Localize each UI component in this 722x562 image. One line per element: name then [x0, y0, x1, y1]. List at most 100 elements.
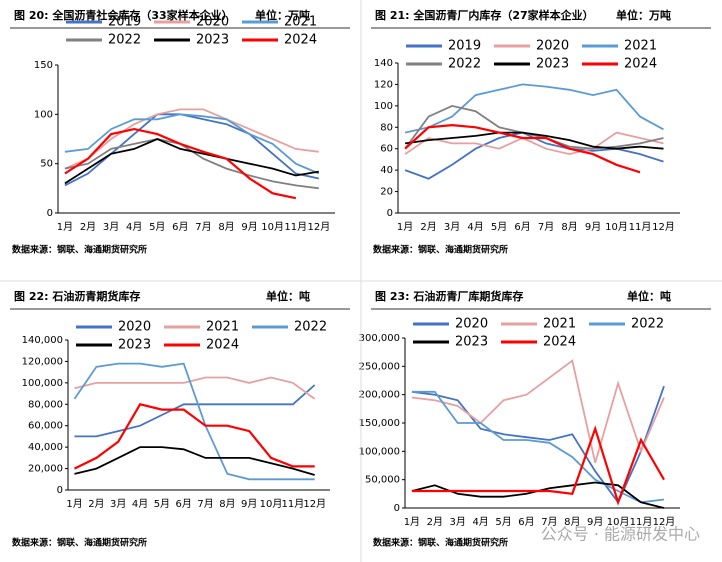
y-tick-label: 150,000	[359, 418, 400, 429]
y-tick-label: 100	[34, 109, 53, 120]
series-line	[74, 376, 316, 400]
y-tick-label: 100,000	[22, 378, 63, 389]
x-tick-label: 5月	[154, 498, 170, 510]
series-line	[73, 362, 315, 481]
y-tick-label: 250,000	[359, 361, 400, 372]
legend-label: 2020	[455, 317, 488, 332]
series-line	[411, 359, 665, 463]
series-line	[404, 131, 664, 156]
chart-title: 图 20: 全国沥青社会库存（33家样本企业）	[14, 8, 233, 22]
legend-label: 2020	[196, 15, 229, 30]
legend-label: 2024	[624, 57, 657, 72]
x-tick-label: 7月	[195, 221, 211, 233]
y-tick-label: 200,000	[359, 390, 400, 401]
legend-label: 2022	[448, 57, 481, 72]
series-line	[74, 403, 315, 470]
x-tick-label: 3月	[450, 516, 466, 528]
series-line	[404, 131, 664, 150]
series-line	[404, 104, 664, 150]
y-tick-label: 100	[374, 101, 393, 112]
legend-label: 2022	[631, 317, 664, 332]
x-tick-label: 10月	[605, 221, 628, 233]
x-tick-label: 5月	[149, 221, 165, 233]
legend-label: 2023	[536, 57, 569, 72]
x-tick-label: 1月	[404, 516, 420, 528]
y-tick-label: 80	[380, 122, 393, 133]
y-tick-label: 50,000	[365, 475, 400, 486]
x-tick-label: 7月	[541, 516, 557, 528]
legend-label: 2021	[543, 317, 576, 332]
x-tick-label: 10月	[260, 498, 283, 510]
series-line	[64, 127, 297, 200]
x-tick-label: 1月	[66, 498, 82, 510]
unit-label: 单位：吨	[266, 289, 310, 303]
watermark: 公众号 · 能源研发中心	[541, 525, 700, 544]
source-note: 数据来源：钢联、海通期货研究所	[373, 537, 508, 549]
x-tick-label: 3月	[444, 221, 460, 233]
y-tick-label: 80,000	[28, 399, 63, 410]
x-tick-label: 1月	[57, 221, 73, 233]
x-tick-label: 9月	[241, 498, 257, 510]
series-line	[64, 138, 319, 185]
x-tick-label: 8月	[564, 516, 580, 528]
x-tick-label: 1月	[397, 221, 413, 233]
unit-label: 单位：万吨	[616, 8, 671, 22]
y-tick-label: 60	[380, 144, 393, 155]
x-tick-label: 5月	[495, 516, 511, 528]
legend-label: 2023	[196, 33, 229, 48]
chart-title: 图 23: 石油沥青厂库期货库存	[375, 289, 523, 303]
x-tick-label: 6月	[176, 498, 192, 510]
y-tick-label: 120,000	[22, 356, 63, 367]
x-tick-label: 2月	[88, 498, 104, 510]
x-tick-label: 11月	[282, 498, 305, 510]
y-tick-label: 0	[47, 208, 53, 219]
source-note: 数据来源：钢联、海通期货研究所	[12, 537, 147, 549]
x-tick-label: 9月	[241, 221, 257, 233]
x-tick-label: 11月	[629, 221, 652, 233]
x-tick-label: 12月	[653, 516, 676, 528]
y-tick-label: 0	[387, 208, 393, 219]
y-tick-label: 140,000	[22, 335, 63, 346]
x-tick-label: 8月	[219, 498, 235, 510]
legend-label: 2021	[624, 39, 657, 54]
x-tick-label: 2月	[427, 516, 443, 528]
y-tick-label: 120	[374, 79, 393, 90]
series-line	[411, 425, 665, 506]
y-tick-label: 60,000	[28, 421, 63, 432]
legend-label: 2020	[536, 39, 569, 54]
series-line	[64, 113, 320, 175]
y-tick-label: 300,000	[359, 333, 400, 344]
legend-label: 2024	[543, 335, 576, 350]
legend-label: 2020	[118, 320, 151, 335]
legend-label: 2024	[284, 33, 317, 48]
x-tick-label: 2月	[420, 221, 436, 233]
series-line	[74, 446, 315, 476]
y-tick-label: 20,000	[28, 464, 63, 475]
y-tick-label: 20	[380, 187, 393, 198]
legend-label: 2024	[206, 338, 239, 353]
series-line	[64, 108, 319, 170]
y-tick-label: 100,000	[359, 446, 400, 457]
x-tick-label: 8月	[218, 221, 234, 233]
legend-label: 2022	[294, 320, 327, 335]
x-tick-label: 4月	[132, 498, 148, 510]
source-note: 数据来源：钢联、海通期货研究所	[373, 244, 508, 256]
x-tick-label: 7月	[197, 498, 213, 510]
x-tick-label: 12月	[652, 221, 675, 233]
y-tick-label: 0	[57, 485, 63, 496]
legend-label: 2022	[108, 33, 141, 48]
unit-label: 单位：万吨	[255, 8, 310, 22]
x-tick-label: 11月	[284, 221, 307, 233]
x-tick-label: 6月	[172, 221, 188, 233]
x-tick-label: 3月	[110, 498, 126, 510]
legend-label: 2021	[284, 15, 317, 30]
source-note: 数据来源：钢联、海通期货研究所	[12, 244, 147, 256]
x-tick-label: 9月	[585, 221, 601, 233]
y-tick-label: 40,000	[28, 442, 63, 453]
legend-label: 2019	[448, 39, 481, 54]
series-line	[404, 123, 641, 174]
series-line	[404, 83, 664, 134]
y-tick-label: 140	[374, 58, 393, 69]
x-tick-label: 11月	[630, 516, 653, 528]
